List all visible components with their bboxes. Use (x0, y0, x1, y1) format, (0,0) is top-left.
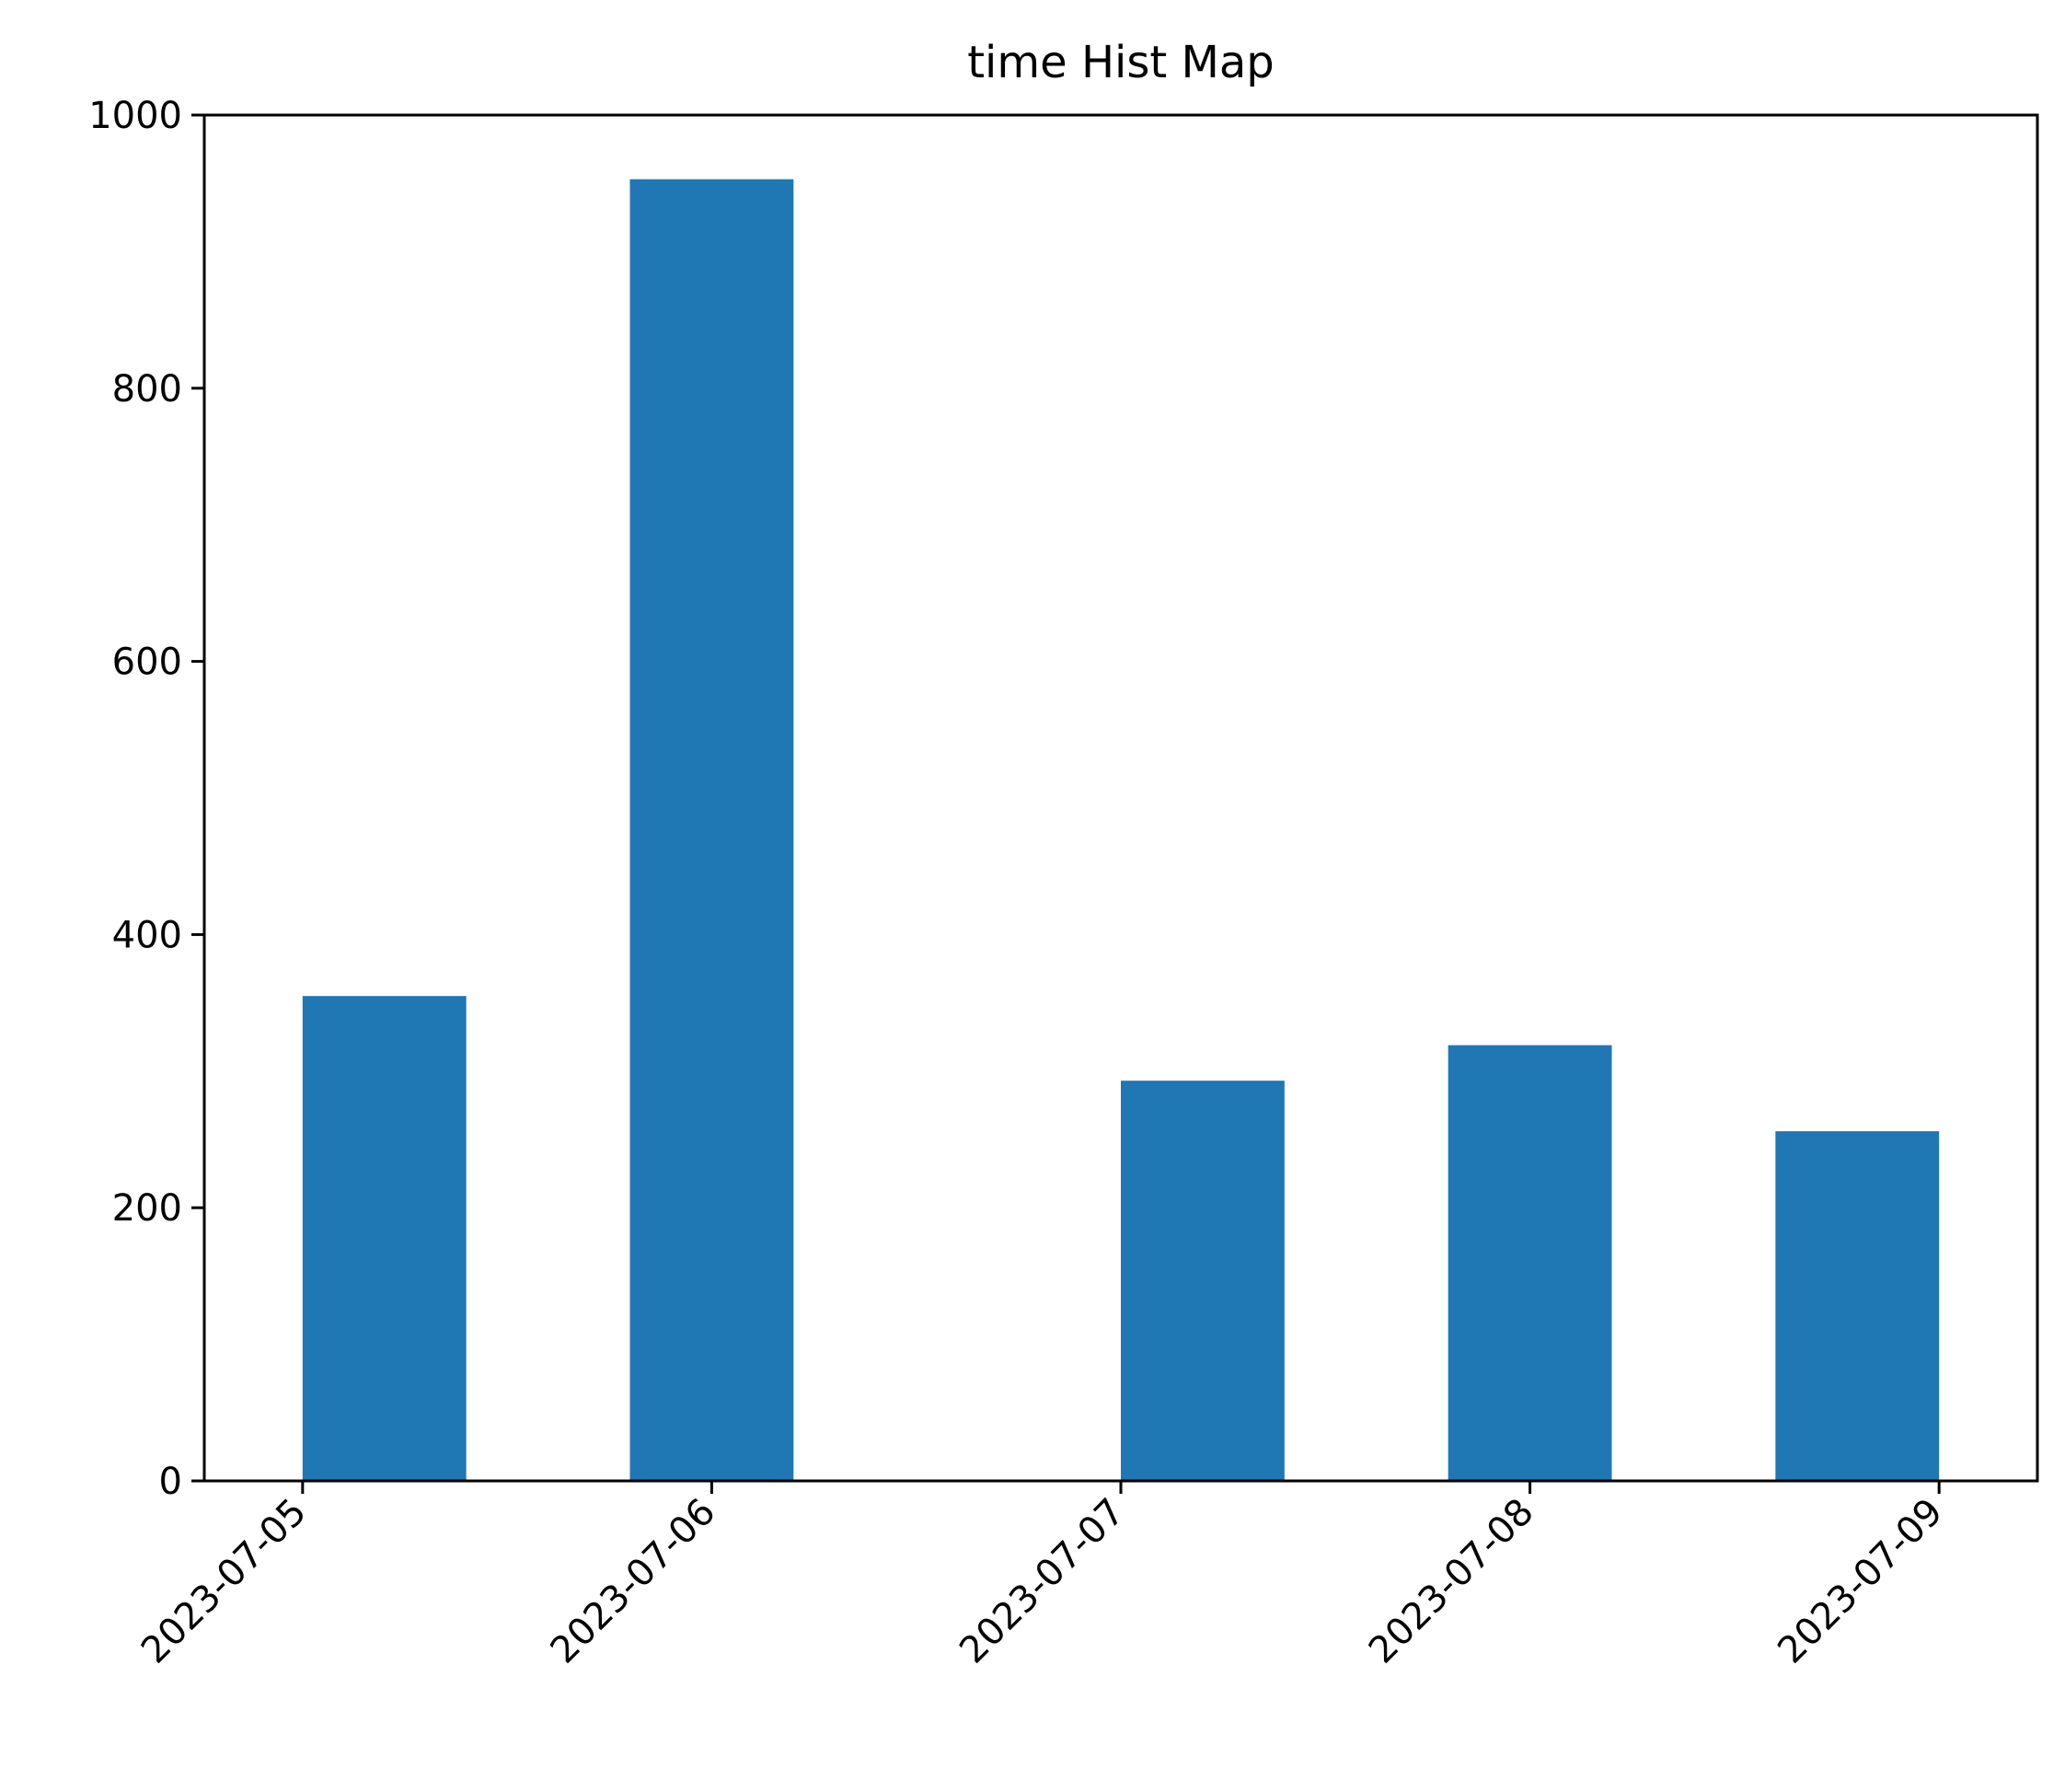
y-tick-label-400: 400 (112, 914, 182, 956)
y-tick-label-800: 800 (112, 368, 182, 410)
bar-2 (629, 179, 794, 1481)
y-tick-label-600: 600 (112, 642, 182, 684)
bar-5 (1775, 1131, 1940, 1481)
bar-3 (1121, 1081, 1285, 1481)
y-tick-label-200: 200 (112, 1187, 182, 1230)
y-tick-label-0: 0 (159, 1461, 182, 1503)
bar-1 (302, 996, 467, 1481)
chart-title: time Hist Map (967, 37, 1275, 88)
plot-frame (202, 113, 2039, 1483)
bar-4 (1448, 1045, 1612, 1481)
y-tick-label-1000: 1000 (88, 95, 182, 137)
y-axis: 0 200 400 600 800 1000 (88, 95, 204, 1503)
bars-group (302, 179, 1940, 1481)
